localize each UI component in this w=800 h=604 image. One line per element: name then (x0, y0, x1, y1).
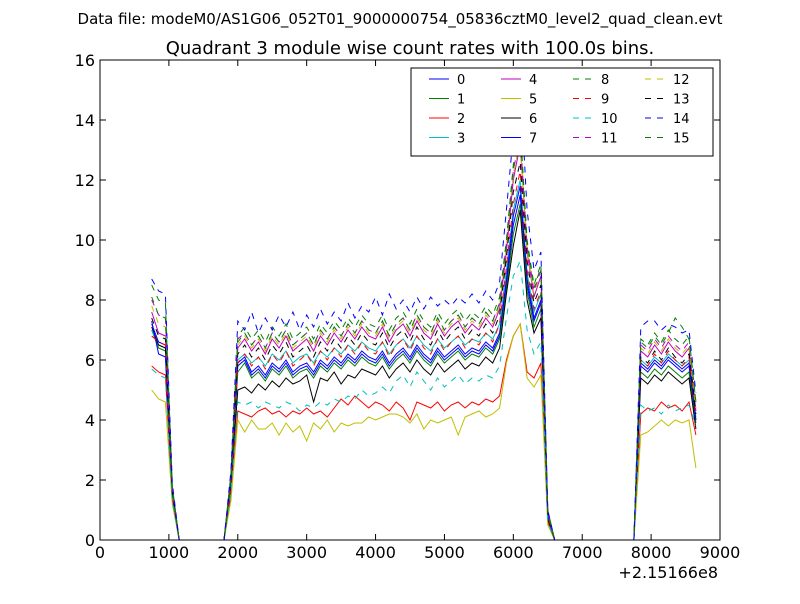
series-line-9 (151, 170, 697, 540)
legend-label-14: 14 (673, 112, 690, 127)
y-tick-label: 4 (85, 411, 95, 430)
legend-label-0: 0 (457, 73, 465, 88)
legend-label-11: 11 (601, 132, 618, 147)
x-tick-label: 7000 (562, 543, 603, 562)
x-tick-label: 2000 (217, 543, 258, 562)
series-line-15 (151, 131, 697, 540)
legend-label-8: 8 (601, 73, 609, 88)
legend-label-3: 3 (457, 132, 465, 147)
y-tick-label: 12 (75, 171, 95, 190)
y-tick-label: 2 (85, 471, 95, 490)
legend-label-12: 12 (673, 73, 690, 88)
y-tick-label: 8 (85, 291, 95, 310)
y-tick-label: 14 (75, 111, 95, 130)
x-tick-label: 0 (95, 543, 105, 562)
y-tick-label: 16 (75, 51, 95, 70)
legend-label-7: 7 (529, 132, 537, 147)
x-tick-label: 3000 (286, 543, 327, 562)
y-tick-label: 6 (85, 351, 95, 370)
x-tick-label: 6000 (493, 543, 534, 562)
x-tick-label: 5000 (424, 543, 465, 562)
x-tick-label: 4000 (355, 543, 396, 562)
series-line-5 (151, 322, 697, 540)
legend-label-13: 13 (673, 93, 690, 108)
series-line-10 (151, 259, 697, 540)
chart-title: Quadrant 3 module wise count rates with … (166, 38, 655, 59)
plot-area: 0 1000 2000 3000 4000 5000 6000 7000 8000 9000 0 2 4… (75, 51, 741, 562)
series-line-14 (151, 80, 697, 540)
legend-label-9: 9 (601, 93, 609, 108)
y-tick-label: 10 (75, 231, 95, 250)
x-tick-label: 8000 (631, 543, 672, 562)
legend-label-1: 1 (457, 93, 465, 108)
series-line-8 (151, 125, 697, 540)
legend-label-15: 15 (673, 132, 690, 147)
legend-label-10: 10 (601, 112, 618, 127)
legend-label-2: 2 (457, 112, 465, 127)
x-tick-label: 1000 (149, 543, 190, 562)
legend-label-5: 5 (529, 93, 537, 108)
x-offset-label: +2.15166e8 (618, 563, 718, 582)
ticks-layer: 0 1000 2000 3000 4000 5000 6000 7000 8000 9000 0 2 4… (75, 51, 741, 562)
legend-label-4: 4 (529, 73, 537, 88)
legend-label-6: 6 (529, 112, 537, 127)
x-tick-label: 9000 (700, 543, 741, 562)
legend-box (410, 67, 714, 157)
figure-suptitle: Data file: modeM0/AS1G06_052T01_90000007… (78, 10, 723, 29)
y-tick-label: 0 (85, 531, 95, 550)
series-layer (151, 80, 697, 540)
